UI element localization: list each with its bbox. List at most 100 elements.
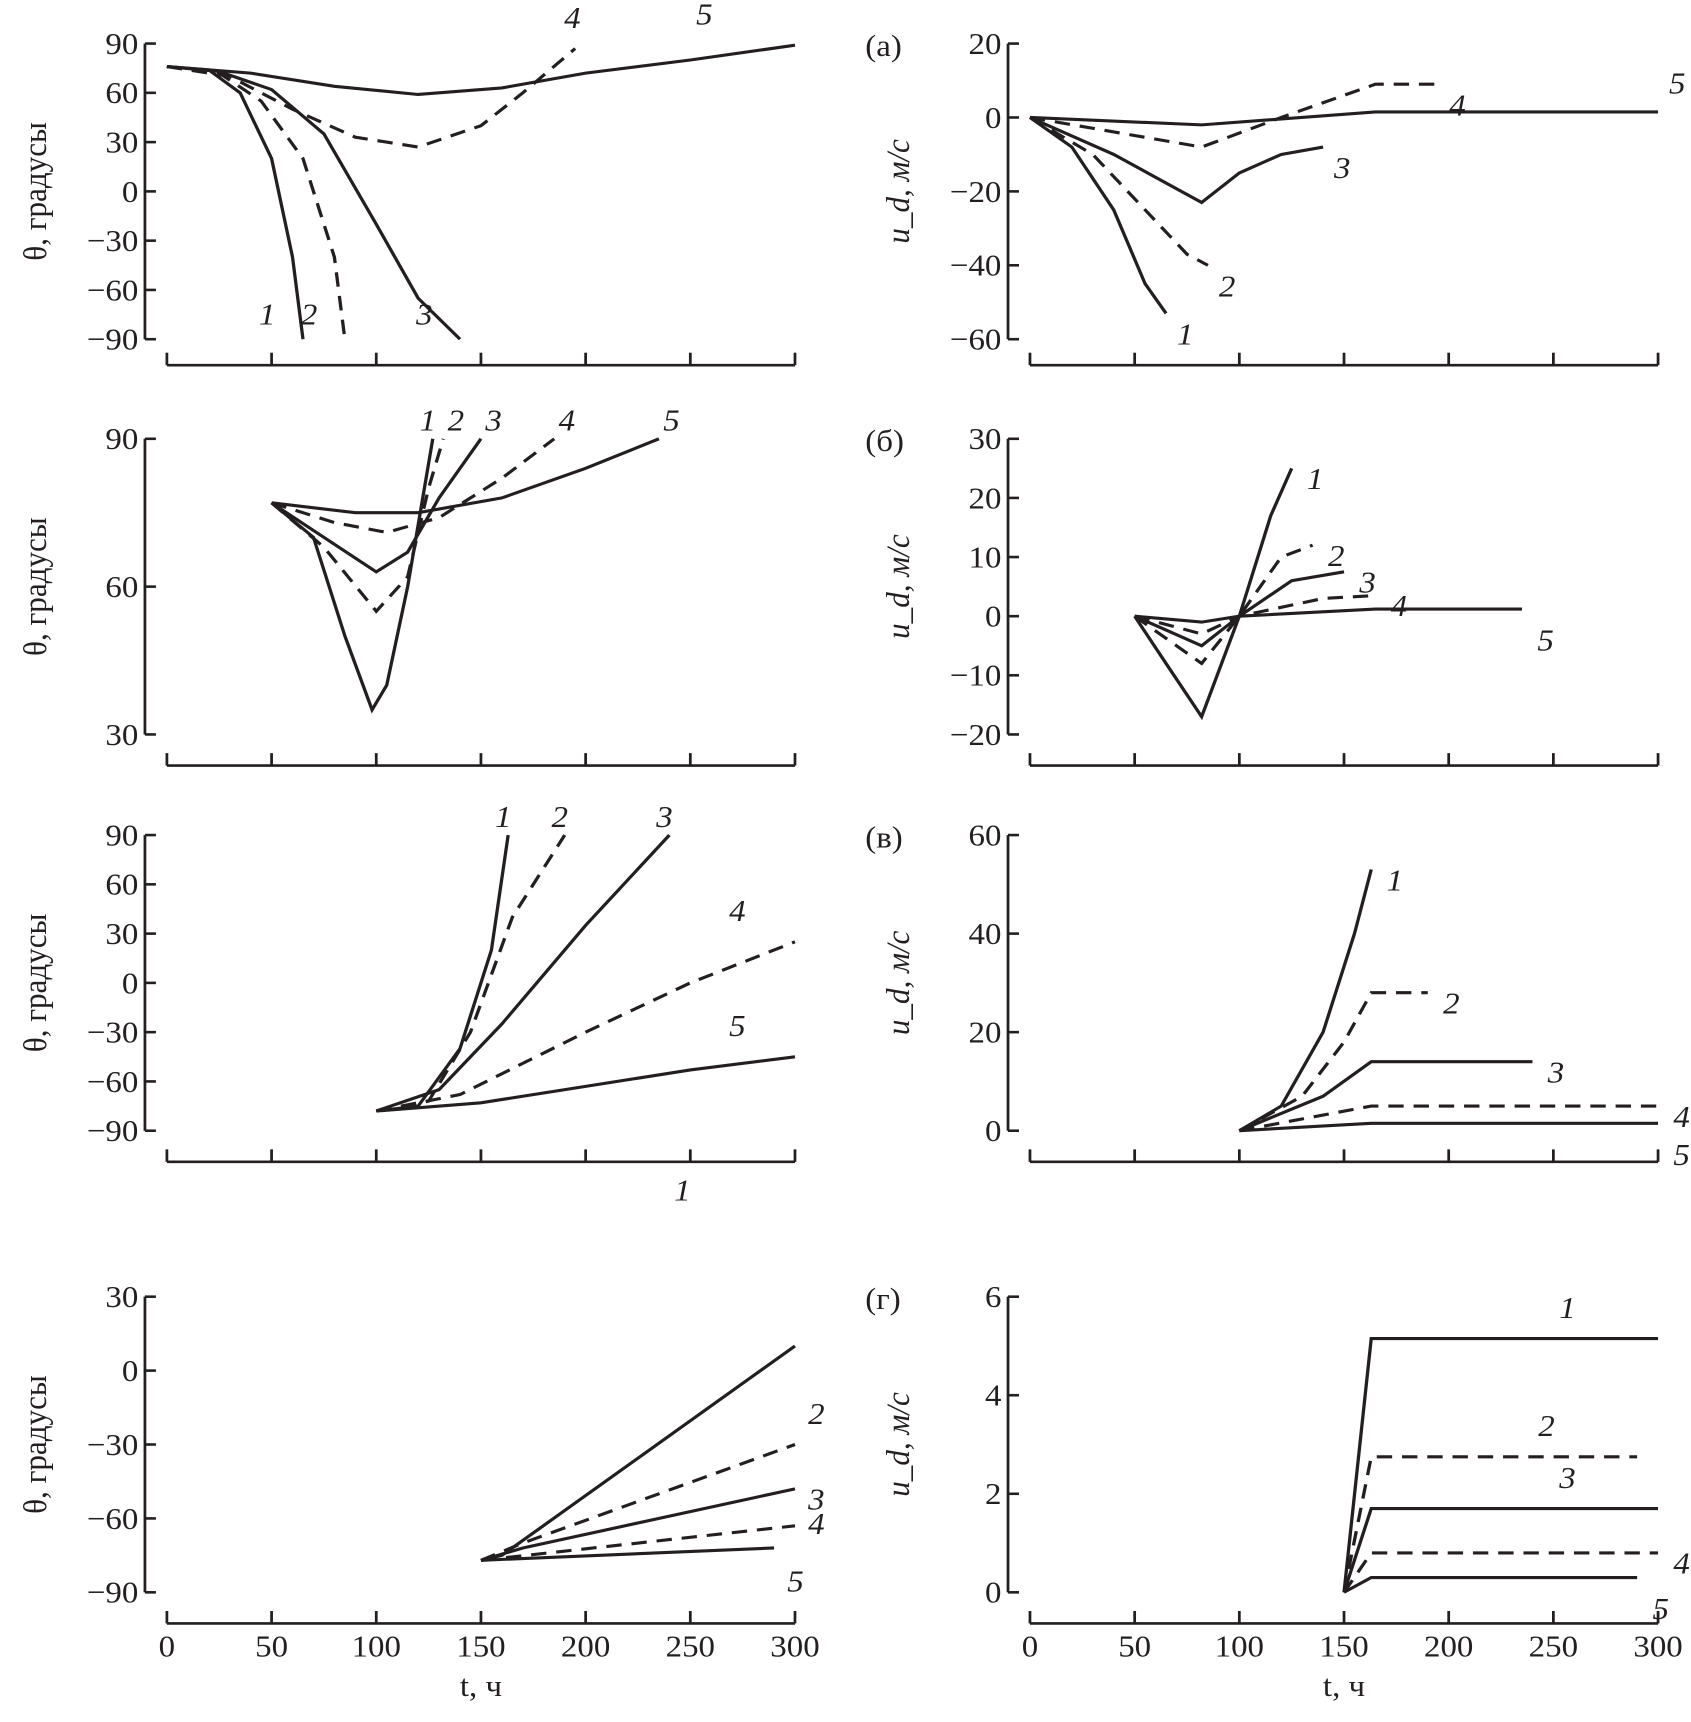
series-4-line	[480, 1524, 796, 1562]
x-tick-label: 100	[352, 1628, 401, 1663]
series-2-label: 2	[808, 1396, 824, 1431]
series-4-label: 4	[1391, 588, 1407, 623]
y-tick-label: 0	[985, 1113, 1001, 1148]
series-2-label: 2	[1219, 268, 1235, 303]
series-5-label: 5	[696, 0, 712, 31]
series-3-line	[1029, 116, 1324, 205]
series-5-line	[166, 43, 796, 97]
series-2-label: 2	[552, 799, 568, 834]
y-tick-label: −40	[950, 248, 1002, 283]
panel-label: (б)	[865, 423, 904, 458]
y-tick-label: 2	[985, 1476, 1001, 1511]
series-4-label: 4	[1673, 1099, 1689, 1134]
series-4-label: 4	[729, 893, 745, 928]
x-tick-label: 150	[1319, 1628, 1368, 1663]
series-2-label: 2	[1328, 538, 1344, 573]
series-1-label: 1	[259, 297, 275, 332]
y-tick-label: 0	[985, 598, 1001, 633]
x-tick-label: 250	[1529, 1628, 1578, 1663]
y-tick-label: 90	[105, 817, 138, 852]
series-5-line	[1343, 1575, 1638, 1594]
panel-b-right: −20 −10 0 10 20 30 u_d, м/с (б) 1 234 5	[865, 421, 1660, 767]
series-4-line	[1342, 1551, 1659, 1594]
y-tick-label: 30	[105, 124, 138, 159]
series-3-label: 3	[807, 1481, 824, 1516]
y-axis-label: θ, градусы	[16, 517, 53, 656]
series-4-line	[1239, 1104, 1659, 1133]
series-4-line	[1029, 82, 1439, 149]
x-tick-label: 300	[1633, 1628, 1682, 1663]
y-tick-label: −10	[950, 658, 1002, 693]
series-5-line	[271, 437, 660, 515]
y-tick-label: −30	[87, 223, 139, 258]
series-4-line	[271, 437, 556, 535]
series-2-line	[375, 834, 567, 1113]
y-tick-label: 30	[105, 1279, 138, 1314]
series-1-label: 1	[674, 1173, 690, 1208]
series-5-label: 5	[1673, 1137, 1689, 1172]
series-2-line	[1029, 116, 1209, 267]
series-2-line	[1342, 1455, 1638, 1593]
series-4-label: 4	[1449, 87, 1465, 122]
y-tick-label: 30	[105, 717, 138, 752]
series-3-label: 3	[1558, 1460, 1575, 1495]
series-2-label: 2	[301, 297, 317, 332]
series-4-label: 4	[564, 0, 580, 35]
series-1-label: 1	[420, 402, 436, 437]
series-4-line	[375, 940, 796, 1113]
y-tick-label: 0	[985, 1575, 1001, 1610]
y-tick-label: −60	[87, 272, 139, 307]
y-axis-label: θ, градусы	[16, 1375, 53, 1514]
series-3-line	[480, 1487, 796, 1562]
series-2-label: 2	[1538, 1408, 1554, 1443]
x-tick-label: 50	[1118, 1628, 1151, 1663]
series-1-line	[1342, 1337, 1659, 1593]
x-tick-label: 250	[666, 1628, 715, 1663]
series-1-label: 1	[1307, 461, 1323, 496]
series-5-line	[1134, 607, 1522, 624]
y-tick-label: −20	[950, 174, 1002, 209]
series-3-line	[375, 834, 671, 1113]
series-1-line	[376, 834, 510, 1113]
y-axis-label: u_d, м/с	[879, 534, 916, 639]
series-3-line	[1342, 1507, 1659, 1593]
series-2-line	[1133, 543, 1314, 666]
y-tick-label: 20	[968, 480, 1001, 515]
y-tick-label: 60	[105, 867, 138, 902]
series-1-label: 1	[1559, 1290, 1575, 1325]
panel-d-left: −90 −60 −30 0 30 θ, градусы 0 50 100 150 200 250 300…	[16, 1173, 824, 1703]
x-tick-label: 100	[1215, 1628, 1264, 1663]
series-2-line	[480, 1443, 796, 1562]
panel-c-left: −90 −60 −30 0 30 60 90 θ, градусы 1 2 3 4 5	[16, 799, 797, 1164]
series-5-line	[480, 1546, 775, 1562]
x-tick-label: 200	[561, 1628, 610, 1663]
y-tick-label: 10	[968, 539, 1001, 574]
x-tick-label: 150	[456, 1628, 505, 1663]
panel-a-left: −90 −60 −30 0 30 60 90 θ, градусы 1 2 3 4 5	[16, 0, 797, 367]
series-1-line	[1028, 116, 1168, 315]
y-tick-label: 4	[985, 1377, 1001, 1412]
y-tick-label: 20	[968, 26, 1001, 61]
y-tick-label: 0	[122, 965, 138, 1000]
series-3-line	[1133, 570, 1345, 648]
series-4-label: 4	[808, 1506, 824, 1541]
series-5-line	[1029, 110, 1659, 127]
y-tick-label: −60	[87, 1501, 139, 1536]
series-2-label: 2	[448, 402, 464, 437]
series-3-line	[1238, 1060, 1533, 1133]
series-5-label: 5	[729, 1008, 745, 1043]
series-5-label: 5	[663, 402, 679, 437]
series-3-label: 3	[484, 402, 501, 437]
panel-label: (а)	[865, 28, 902, 63]
y-tick-label: −90	[87, 1113, 139, 1148]
series-3-label: 3	[1547, 1054, 1564, 1089]
y-axis-label: θ, градусы	[16, 122, 53, 261]
series-1-label: 1	[1177, 316, 1193, 351]
y-tick-label: −90	[87, 1575, 139, 1610]
series-3-label: 3	[1358, 564, 1375, 599]
y-tick-label: 20	[968, 1014, 1001, 1049]
y-tick-label: 90	[105, 26, 138, 61]
y-tick-label: −60	[87, 1064, 139, 1099]
